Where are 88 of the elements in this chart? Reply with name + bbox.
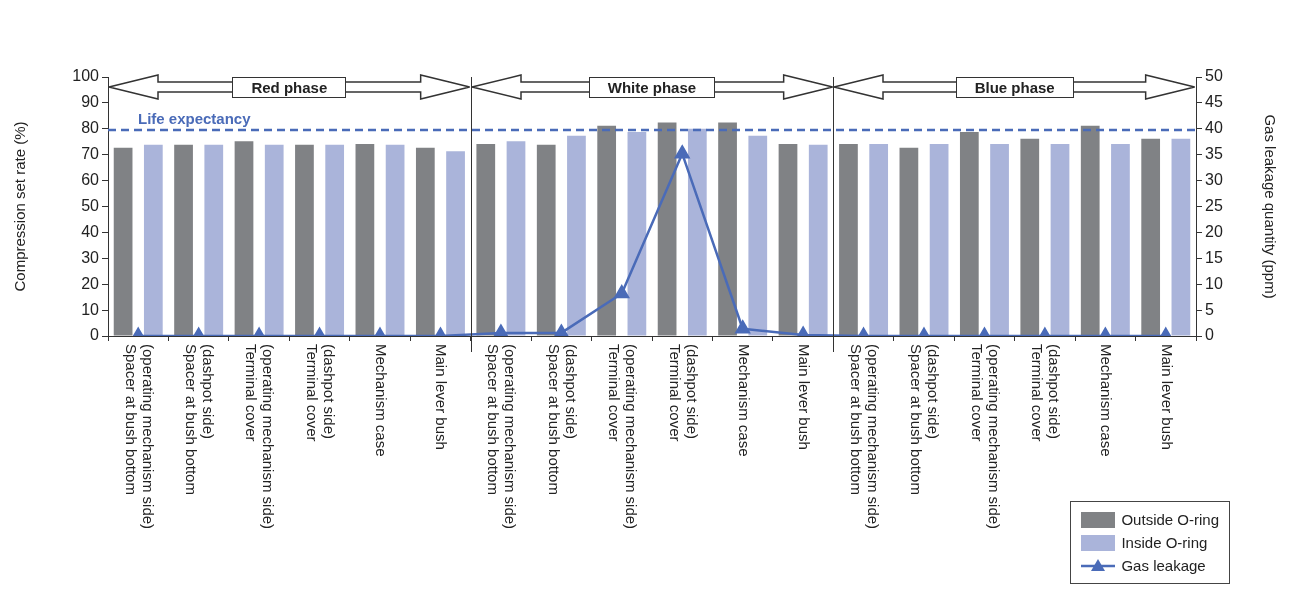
ref-line-label: Life expectancy	[138, 109, 252, 127]
y-axis-title: Compression set rate (%)	[11, 121, 29, 292]
y2-tick-label: 40	[1205, 119, 1223, 137]
x-tick-label: Terminal cover (operating mechanism side)	[606, 344, 641, 530]
y-tick-label: 80	[81, 119, 100, 137]
y2-tick-label: 15	[1205, 248, 1223, 266]
bar	[627, 131, 647, 336]
bar	[385, 144, 405, 336]
bar	[990, 144, 1009, 336]
y-tick-label: 30	[81, 248, 100, 266]
bar	[748, 135, 768, 336]
bar	[355, 144, 375, 336]
bar	[506, 141, 526, 336]
point	[674, 145, 690, 159]
y2-tick-label: 30	[1205, 171, 1223, 189]
y-tick-label: 20	[81, 274, 100, 292]
y2-tick-label: 10	[1205, 274, 1223, 292]
x-tick-label: Mechanism case	[1098, 344, 1116, 457]
bar	[536, 144, 556, 336]
x-tick-label: Spacer at bush bottom (dashpot side)	[183, 344, 218, 495]
x-tick-label: Terminal cover (operating mechanism side)	[243, 344, 278, 530]
bar	[808, 144, 828, 336]
bar	[325, 144, 345, 336]
bar	[264, 144, 284, 336]
bar	[234, 141, 254, 336]
y-tick-label: 40	[81, 222, 100, 240]
bar	[143, 144, 163, 336]
bar	[295, 144, 314, 336]
x-tick-label: Terminal cover (dashpot side)	[1029, 344, 1064, 442]
y2-tick-label: 25	[1205, 196, 1223, 214]
legend-label: Inside O-ring	[1121, 534, 1208, 551]
bar	[1141, 138, 1161, 336]
x-tick-label: Main lever bush	[795, 344, 813, 450]
annotation: Red phase	[232, 76, 347, 98]
bar	[1020, 138, 1040, 336]
x-tick-label: Main lever bush	[1158, 344, 1176, 450]
y-tick-label: 0	[90, 326, 100, 344]
x-tick-label: Mechanism case	[372, 344, 390, 457]
y-tick-label: 100	[72, 67, 100, 85]
y-tick-label: 50	[81, 196, 100, 214]
x-tick-label: Mechanism case	[735, 344, 753, 457]
bar	[657, 122, 677, 336]
bar	[204, 144, 224, 336]
y2-tick-label: 45	[1205, 93, 1223, 111]
bar	[899, 147, 919, 336]
x-tick-label: Terminal cover (dashpot side)	[303, 344, 338, 442]
bar	[1080, 125, 1100, 336]
y2-tick-label: 35	[1205, 145, 1223, 163]
bar	[567, 135, 586, 336]
bar	[1111, 144, 1130, 336]
bar	[1050, 144, 1070, 336]
y-tick-label: 60	[81, 171, 100, 189]
point	[554, 324, 569, 336]
bar	[687, 128, 707, 336]
y-tick-label: 10	[81, 300, 100, 318]
y-tick-label: 70	[81, 145, 100, 163]
bar	[597, 125, 617, 336]
legend-label: Gas leakage	[1121, 557, 1206, 574]
point	[493, 324, 509, 336]
bar	[959, 131, 979, 336]
bar	[869, 144, 889, 336]
x-tick-label: Spacer at bush bottom (operating mechanism side)	[485, 344, 520, 530]
y-tick-label: 90	[81, 93, 100, 111]
bar	[174, 144, 193, 336]
bar	[415, 147, 435, 336]
bar	[476, 144, 496, 336]
bar	[113, 147, 133, 336]
x-tick-label: Terminal cover (operating mechanism side)	[968, 344, 1003, 530]
x-tick-label: Terminal cover (dashpot side)	[666, 344, 701, 442]
y2-tick-label: 5	[1205, 300, 1214, 318]
bar	[446, 151, 465, 336]
y2-tick-label: 50	[1205, 67, 1223, 85]
bar	[929, 144, 949, 336]
bar	[778, 144, 798, 336]
x-tick-label: Spacer at bush bottom (dashpot side)	[545, 344, 580, 495]
x-tick-label: Spacer at bush bottom (dashpot side)	[908, 344, 943, 495]
annotation: Blue phase	[955, 76, 1074, 98]
y2-tick-label: 0	[1205, 326, 1214, 344]
y2-tick-label: 20	[1205, 222, 1223, 240]
bar	[839, 144, 858, 336]
x-tick-label: Main lever bush	[433, 344, 451, 450]
legend-label: Outside O-ring	[1121, 511, 1219, 528]
bar	[718, 122, 737, 336]
x-tick-label: Spacer at bush bottom (operating mechanism side)	[847, 344, 882, 530]
bar	[1171, 138, 1191, 336]
y2-axis-title: Gas leakage quantity (ppm)	[1261, 114, 1279, 299]
x-tick-label: Spacer at bush bottom (operating mechanism side)	[122, 344, 157, 530]
annotation: White phase	[588, 76, 716, 98]
